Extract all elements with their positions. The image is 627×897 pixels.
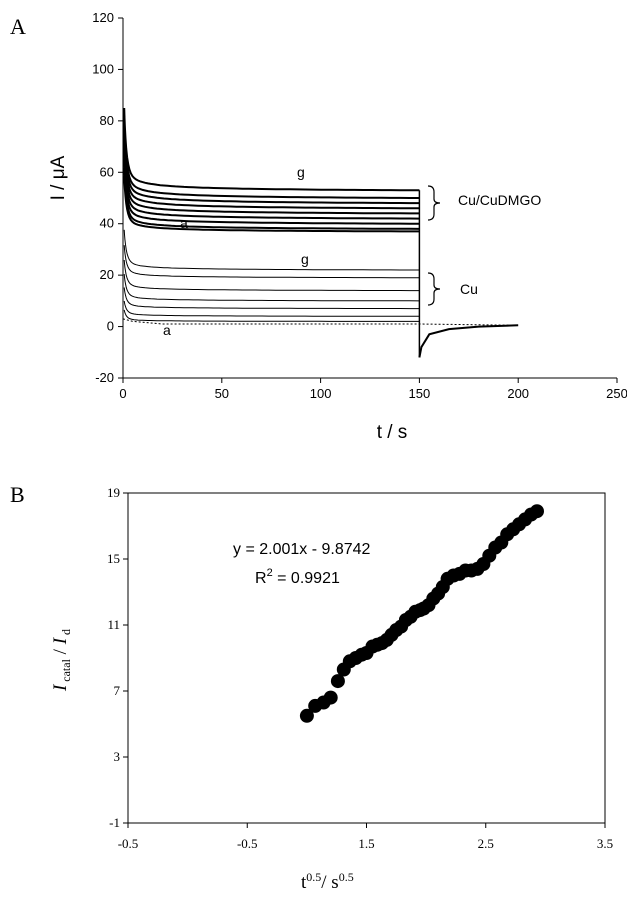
panel-a-y-tick-label: 80	[100, 113, 114, 128]
panel-a-y-axis-label: I / μA	[48, 155, 69, 200]
panel-b-y-tick-label: -1	[109, 815, 120, 830]
fit-equation: y = 2.001x - 9.8742	[233, 541, 371, 558]
panel-b-x-axis-label: t0.5/ s0.5	[301, 870, 354, 893]
scatter-point	[299, 708, 314, 723]
cu-curve	[123, 259, 420, 292]
panel-b: B -0.5 -0.5 1.5 2.5 3.5 -1 3 7 11 15 19 y = 2.001…	[10, 482, 613, 893]
bracket-label-cudmgo: Cu/CuDMGO	[458, 192, 541, 208]
label-cu-g: g	[301, 251, 309, 267]
scatter-point	[530, 504, 544, 519]
panel-b-x-tick-label: -0.5	[118, 836, 139, 851]
panel-a-x-tick-label: 250	[606, 386, 627, 401]
panel-a-x-axis-label: t / s	[377, 422, 408, 443]
panel-a-axes	[122, 18, 617, 379]
panel-b-x-tick-label: 1.5	[358, 836, 374, 851]
panel-a-series-lines	[122, 107, 519, 358]
cudmgo-curve	[123, 122, 420, 205]
cudmgo-curve	[123, 149, 420, 220]
panel-a-y-tick-label: 120	[92, 10, 114, 25]
panel-b-y-ticks: -1 3 7 11 15 19	[107, 485, 128, 830]
panel-b-y-tick-label: 3	[114, 749, 121, 764]
panel-a-letter: A	[10, 14, 26, 39]
panel-a-x-tick-label: 50	[215, 386, 229, 401]
panel-a-x-ticks: 0 50 100 150 200 250	[119, 378, 627, 401]
cu-curve	[123, 309, 420, 322]
panel-a-x-tick-label: 100	[310, 386, 332, 401]
cu-curve	[123, 245, 420, 279]
panel-b-data-points	[299, 504, 544, 723]
panel-b-x-tick-label: -0.5	[237, 836, 258, 851]
panel-a-x-tick-label: 150	[409, 386, 431, 401]
panel-a-x-tick-label: 200	[507, 386, 529, 401]
scatter-point	[330, 674, 345, 689]
panel-b-y-axis-label: I catal / I d	[50, 629, 73, 692]
cudmgo-curve	[123, 115, 420, 199]
baseline-dotted-curve	[122, 318, 519, 326]
panel-a: A 0 50 100 150 200 250 -20 0 20 40 60 80 100 120 t /…	[10, 10, 627, 443]
panel-b-x-tick-label: 2.5	[478, 836, 494, 851]
panel-a-y-tick-label: 60	[100, 164, 114, 179]
label-cudmgo-g: g	[297, 164, 305, 180]
cudmgo-curve	[123, 140, 420, 215]
cu-curve	[123, 287, 420, 310]
panel-a-y-tick-label: 20	[100, 267, 114, 282]
panel-a-y-tick-label: -20	[95, 370, 114, 385]
bracket-cu	[427, 272, 441, 306]
panel-a-y-tick-label: 0	[107, 319, 114, 334]
panel-b-y-tick-label: 11	[107, 617, 120, 632]
panel-b-y-tick-label: 7	[114, 683, 121, 698]
label-cudmgo-a: a	[180, 215, 188, 231]
panel-a-y-tick-label: 40	[100, 216, 114, 231]
scatter-point	[323, 690, 338, 705]
cu-curve	[123, 229, 420, 271]
cu-curve	[123, 274, 420, 302]
step-transient-curve	[418, 324, 519, 358]
cudmgo-curve	[123, 158, 420, 225]
panel-a-y-tick-label: 100	[92, 61, 114, 76]
cudmgo-curve	[123, 107, 420, 192]
panel-a-y-ticks: -20 0 20 40 60 80 100 120	[92, 10, 123, 385]
panel-b-y-tick-label: 15	[107, 551, 120, 566]
r-squared: R2 = 0.9921	[255, 567, 340, 587]
panel-b-letter: B	[10, 482, 25, 507]
cudmgo-curve	[123, 167, 420, 230]
panel-a-x-tick-label: 0	[119, 386, 126, 401]
panel-b-x-ticks: -0.5 -0.5 1.5 2.5 3.5	[118, 823, 613, 851]
bracket-label-cu: Cu	[460, 281, 478, 297]
bracket-cudmgo	[427, 185, 441, 221]
panel-b-x-tick-label: 3.5	[597, 836, 613, 851]
label-cu-a: a	[163, 322, 171, 338]
panel-b-y-tick-label: 19	[107, 485, 120, 500]
cudmgo-curve	[123, 175, 420, 233]
cu-curve	[123, 300, 420, 317]
cudmgo-curve	[123, 131, 420, 210]
